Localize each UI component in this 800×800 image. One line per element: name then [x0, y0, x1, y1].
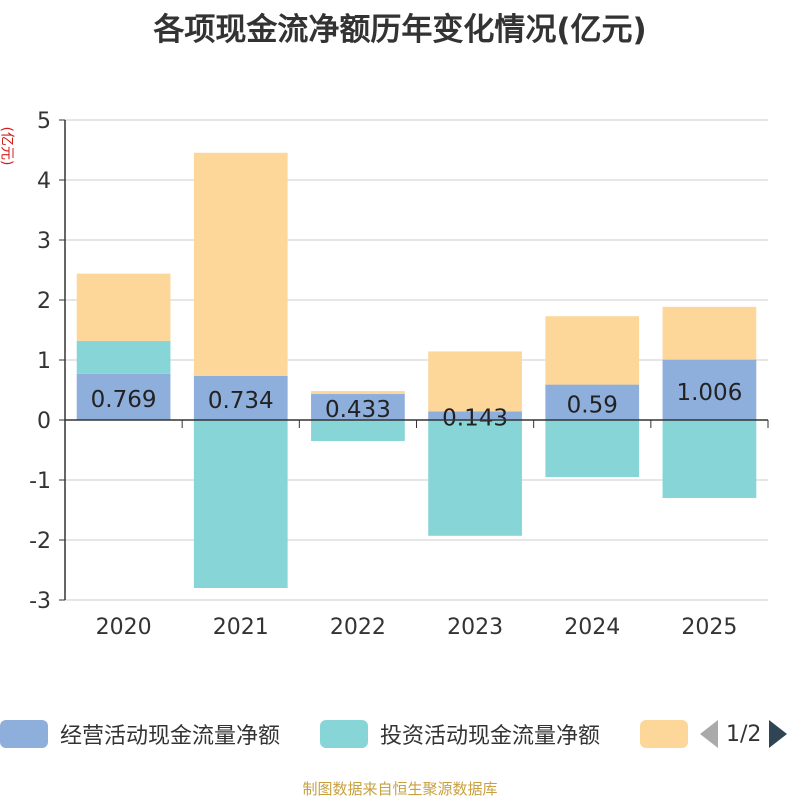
legend-item-investing[interactable]: 投资活动现金流量净额	[320, 716, 600, 752]
prev-page-icon[interactable]	[700, 720, 718, 748]
data-label-operating: 0.143	[442, 406, 508, 432]
y-tick-label: 1	[37, 349, 51, 374]
y-tick-label: -2	[29, 529, 51, 554]
bar-investing-2024	[545, 420, 640, 477]
legend-item-operating[interactable]: 经营活动现金流量净额	[0, 716, 280, 752]
data-source-note: 制图数据来自恒生聚源数据库	[302, 780, 498, 798]
bar-operating-2025	[662, 359, 757, 420]
y-tick-label: 4	[37, 169, 51, 194]
x-tick-label: 2023	[447, 615, 503, 640]
y-tick-label: 2	[37, 289, 51, 314]
x-tick-label: 2020	[96, 615, 152, 640]
bar-operating-2021	[193, 375, 288, 420]
bar-financing-2023	[428, 351, 522, 412]
y-tick-label: -3	[29, 589, 51, 614]
legend-swatch-investing	[320, 720, 368, 748]
chart-plot: 5 4 3 2 1 0 -1 -2 -3 0.769 0.734 0.433 0.143 0.59 1.00…	[29, 109, 769, 640]
legend-swatch-financing	[640, 720, 688, 748]
data-label-operating: 0.433	[325, 397, 391, 423]
bar-financing-2021	[193, 152, 288, 376]
y-tick-label: 0	[37, 409, 51, 434]
data-label-operating: 0.59	[567, 392, 618, 418]
bar-financing-2024	[545, 316, 640, 385]
legend-page-indicator: 1/2	[726, 721, 762, 747]
bar-investing-2025	[662, 420, 757, 498]
bar-investing-2020	[76, 340, 171, 374]
bar-investing-2021	[193, 420, 288, 588]
data-label-operating: 0.769	[91, 387, 157, 413]
x-tick-label: 2022	[330, 615, 386, 640]
bar-financing-2022	[311, 391, 405, 395]
x-tick-label: 2024	[564, 615, 620, 640]
legend-label-operating: 经营活动现金流量净额	[60, 724, 281, 749]
data-label-operating: 0.734	[208, 388, 274, 414]
bar-operating-2020	[76, 373, 171, 420]
bar-investing-2023	[428, 420, 522, 536]
legend-swatch-operating	[0, 720, 48, 748]
legend-pager: 1/2	[700, 716, 788, 752]
bar-financing-2025	[662, 306, 757, 360]
x-tick-label: 2021	[213, 615, 269, 640]
y-tick-label: 5	[37, 109, 51, 134]
x-tick-label: 2025	[681, 615, 737, 640]
next-page-icon[interactable]	[769, 720, 788, 748]
bar-operating-2022	[311, 394, 405, 420]
legend-item-financing[interactable]	[640, 716, 700, 752]
bar-operating-2024	[545, 384, 640, 420]
y-tick-label: -1	[29, 469, 51, 494]
legend: 经营活动现金流量净额 投资活动现金流量净额 1/2	[0, 716, 800, 752]
bar-financing-2020	[76, 273, 171, 341]
bar-operating-2023	[428, 411, 522, 420]
data-label-operating: 1.006	[676, 380, 742, 406]
legend-label-investing: 投资活动现金流量净额	[380, 724, 601, 749]
bar-investing-2022	[311, 420, 405, 441]
y-tick-label: 3	[37, 229, 51, 254]
chart-title: 各项现金流净额历年变化情况(亿元)	[153, 12, 647, 48]
